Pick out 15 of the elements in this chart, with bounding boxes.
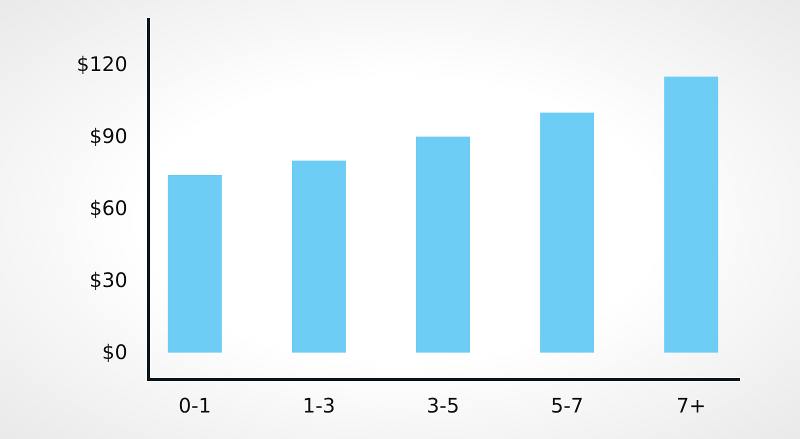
bar: [292, 160, 346, 353]
x-tick-label: 0-1: [178, 394, 212, 418]
bar: [664, 76, 718, 353]
bar: [540, 112, 594, 353]
y-tick-label: $0: [102, 340, 128, 364]
y-tick-label: $90: [89, 124, 128, 148]
x-tick-label: 5-7: [550, 394, 584, 418]
bar: [416, 136, 470, 353]
x-tick-label: 3-5: [426, 394, 460, 418]
y-tick-label: $60: [89, 196, 128, 220]
bar: [168, 175, 222, 353]
y-tick-label: $30: [89, 268, 128, 292]
x-tick-label: 7+: [676, 394, 706, 418]
y-tick-label: $120: [76, 52, 128, 76]
x-tick-label: 1-3: [302, 394, 336, 418]
